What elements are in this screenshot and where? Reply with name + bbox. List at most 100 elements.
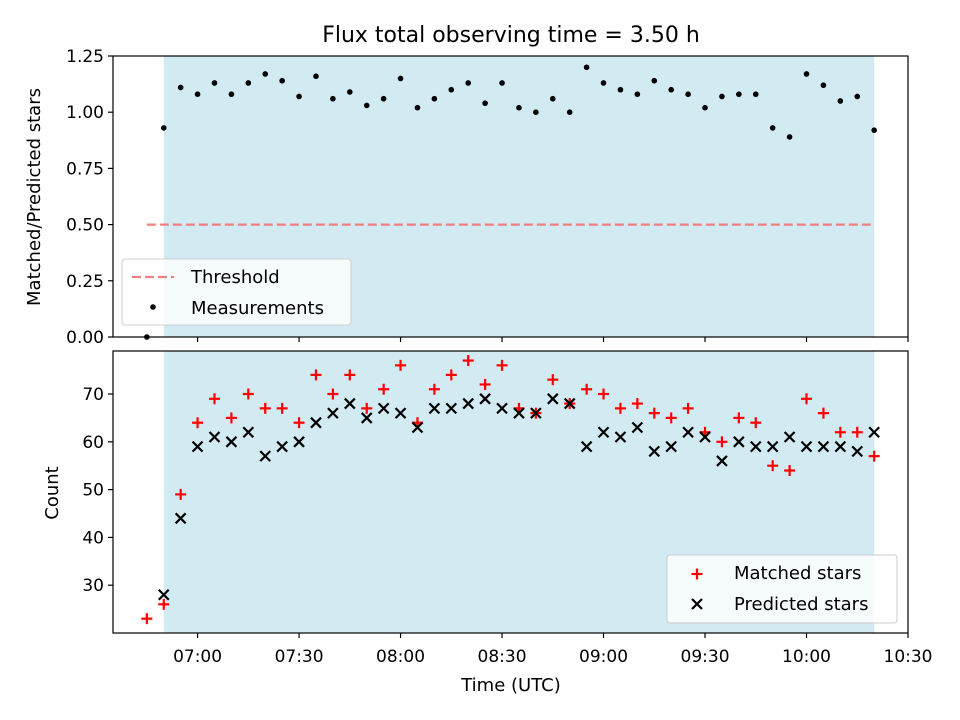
matched-star-point [445,369,457,381]
measurement-point [736,91,742,98]
predicted-star-point [513,407,525,419]
predicted-star-point [259,450,272,462]
bottom-legend: Matched stars Predicted stars [666,554,898,624]
predicted-star-point [293,436,305,448]
predicted-star-point [310,416,322,429]
predicted-star-point [377,402,390,415]
xtick-label: 09:00 [579,647,628,667]
measurement-point [499,80,505,86]
matched-star-point [208,393,220,405]
matched-star-point [259,402,271,414]
matched-star-point [834,426,846,438]
matched-star-point [784,464,796,476]
predicted-star-point [462,397,474,410]
xtick-label: 08:30 [478,647,527,667]
measurement-point [533,109,539,115]
matched-star-point [141,613,153,625]
measurement-point [414,104,421,111]
predicted-star-point [276,440,288,453]
top-axes-frame [112,55,909,338]
measurement-point [363,102,370,109]
predicted-star-point [428,402,441,415]
matched-star-point [733,412,745,424]
predicted-star-point [174,512,187,525]
matched-star-point [175,488,187,500]
measurement-point [380,95,387,102]
measurement-point [245,80,252,86]
top-ytick-label: 0.50 [66,216,104,236]
predicted-star-point [648,445,661,458]
measurement-point [702,104,708,111]
bottom-ytick-label: 60 [82,433,104,453]
measurement-point [668,86,674,93]
predicted-star-point [547,393,559,405]
predicted-star-point [682,426,694,439]
predicted-star-point [225,436,238,448]
matched-star-point [192,417,204,429]
measurement-point [279,77,285,84]
predicted-star-point [445,402,458,415]
measurement-point [600,80,607,86]
measurement-point [347,89,353,95]
top-ytick-label: 0.00 [66,328,104,348]
matched-star-point [361,402,373,414]
measurement-point [820,82,827,89]
measurement-point [296,93,302,100]
measurement-point [516,104,522,111]
bottom-axes-frame [112,350,909,634]
matched-star-point [716,436,728,448]
predicted-star-point [411,421,424,434]
measurement-point [566,109,573,115]
xtick-label: 10:00 [782,647,831,667]
measurement-point [482,100,488,107]
measurement-point [313,73,319,80]
legend-threshold-label: Threshold [190,267,280,288]
matched-star-point [817,407,829,419]
matched-star-point [310,369,322,381]
predicted-star-point [783,431,796,443]
measurement-point [549,95,556,102]
predicted-star-point [208,431,221,443]
predicted-star-point [479,393,491,405]
matched-star-point [462,355,474,367]
predicted-star-point [749,440,762,453]
matched-star-point [327,388,339,400]
predicted-star-point [699,431,711,443]
top-legend-box [121,258,352,326]
legend-predicted-label: Predicted stars [734,594,868,615]
top-ylabel: Matched/Predicted stars [24,88,45,306]
matched-star-point [682,402,694,414]
predicted-star-point [563,397,576,410]
legend-matched-label: Matched stars [734,563,861,584]
bottom-legend-box [666,554,898,624]
measurement-point [786,134,793,140]
xtick-label: 10:30 [884,647,933,667]
xtick-label: 09:30 [681,647,730,667]
bottom-plot: 30 40 50 60 70 07:00 07:30 08:00 08:30 09:00 09:30… [82,350,933,667]
matched-star-point [801,393,813,405]
legend-measurement-swatch [150,304,156,310]
matched-star-point [767,460,779,472]
measurement-point [752,91,759,98]
matched-star-point [750,417,762,429]
measurement-point [194,91,201,98]
xtick-label: 08:00 [376,647,425,667]
measurement-point [634,91,641,98]
matched-star-point [581,383,593,395]
predicted-star-point [766,440,779,453]
bottom-ylabel: Count [42,466,63,519]
matched-star-point [479,378,491,390]
measurement-point [431,95,438,102]
predicted-star-point [851,445,864,458]
measurement-point [837,98,844,104]
measurement-point [871,127,877,133]
predicted-star-point [597,426,610,439]
predicted-star-point [191,440,204,453]
legend-predicted-swatch [691,598,703,610]
legend-measurement-label: Measurements [191,298,324,319]
matched-star-point [276,402,288,414]
predicted-star-point [868,426,880,439]
predicted-star-point [530,407,542,419]
matched-star-point [242,388,254,400]
measurement-point [262,71,269,77]
